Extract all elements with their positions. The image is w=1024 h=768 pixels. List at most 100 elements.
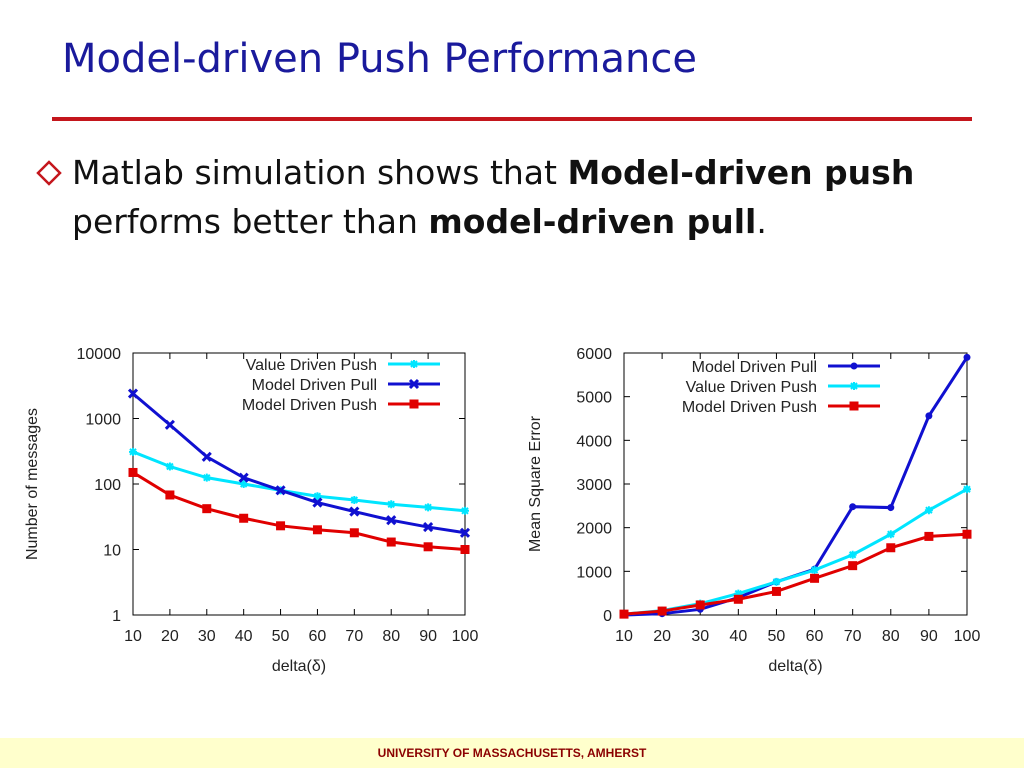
y-tick-label: 1000	[85, 412, 121, 429]
data-point	[461, 506, 469, 515]
y-tick-label: 6000	[576, 346, 612, 363]
legend-swatch-marker	[408, 378, 420, 390]
series-line	[132, 450, 466, 513]
series-model-driven-push	[128, 467, 470, 554]
y-tick-label: 2000	[576, 521, 612, 538]
y-tick-label: 0	[603, 608, 612, 625]
y-tick-label: 5000	[576, 390, 612, 407]
data-point	[276, 486, 285, 495]
data-point	[657, 606, 667, 616]
data-point	[313, 492, 322, 501]
data-point	[848, 561, 858, 571]
data-point	[165, 490, 175, 500]
data-point	[202, 504, 212, 514]
plot-frame	[132, 352, 466, 616]
data-point	[734, 594, 742, 602]
data-point	[733, 594, 743, 604]
footer-bar: UNIVERSITY OF MASSACHUSETTS, AMHERST	[0, 738, 1024, 768]
x-tick-label: 50	[272, 628, 290, 645]
data-point	[619, 609, 629, 619]
data-point	[312, 497, 323, 508]
data-point	[423, 542, 433, 552]
series-value-driven-push	[129, 447, 469, 515]
data-point	[848, 550, 857, 559]
data-point	[386, 515, 397, 526]
data-point	[734, 589, 743, 598]
data-point	[695, 600, 705, 610]
y-tick-label: 4000	[576, 433, 612, 450]
x-tick-label: 80	[382, 628, 400, 645]
x-tick-label: 100	[452, 628, 479, 645]
x-tick-label: 40	[729, 628, 747, 645]
data-point	[202, 473, 211, 482]
data-point	[239, 480, 248, 488]
legend-swatch-marker	[409, 399, 419, 409]
data-point	[312, 525, 322, 535]
data-point	[849, 503, 857, 511]
data-point	[423, 522, 434, 533]
series-line	[132, 392, 466, 535]
data-point	[963, 353, 971, 361]
data-point	[696, 599, 705, 608]
legend-swatch-marker	[410, 360, 418, 368]
legend-label: Model Driven Push	[242, 397, 377, 414]
data-point	[276, 521, 286, 531]
data-point	[886, 543, 896, 553]
data-point	[771, 586, 781, 596]
plot-frame	[623, 352, 968, 616]
series-line	[132, 471, 466, 551]
data-point	[201, 451, 212, 462]
y-tick-label: 10	[103, 543, 121, 560]
data-point	[925, 412, 933, 420]
x-tick-label: 90	[419, 628, 437, 645]
data-point	[459, 527, 471, 538]
data-point	[963, 485, 971, 494]
x-tick-label: 60	[806, 628, 824, 645]
diamond-bullet-icon	[36, 160, 62, 186]
x-tick-label: 40	[235, 628, 253, 645]
data-point	[658, 610, 666, 618]
y-tick-label: 1000	[576, 564, 612, 581]
data-point	[387, 500, 396, 509]
data-point	[886, 530, 895, 539]
data-point	[238, 472, 249, 483]
bullet-text-part: performs better than	[72, 202, 429, 241]
x-tick-label: 80	[882, 628, 900, 645]
slide-title: Model-driven Push Performance	[62, 36, 697, 82]
y-tick-label: 10000	[77, 346, 122, 363]
x-tick-label: 60	[309, 628, 327, 645]
y-tick-label: 1	[112, 608, 121, 625]
legend-label: Model Driven Pull	[252, 377, 377, 394]
data-point	[165, 462, 174, 471]
x-tick-label: 30	[198, 628, 216, 645]
bullet-text-part: Matlab simulation shows that	[72, 153, 568, 192]
data-point	[127, 388, 139, 399]
data-point	[128, 467, 138, 477]
series-model-driven-pull	[127, 388, 471, 538]
data-point	[275, 485, 286, 496]
x-tick-label: 100	[954, 628, 981, 645]
data-point	[962, 529, 972, 539]
legend-label: Model Driven Push	[682, 399, 817, 416]
x-tick-label: 20	[161, 628, 179, 645]
series-line	[623, 356, 969, 617]
y-tick-label: 3000	[576, 477, 612, 494]
series-line	[623, 487, 968, 616]
y-axis-label: Number of messages	[24, 408, 41, 560]
x-axis-label: delta(δ)	[768, 658, 822, 675]
data-point	[164, 419, 175, 430]
legend-swatch-marker	[849, 401, 859, 411]
legend-label: Value Driven Push	[686, 379, 817, 396]
x-axis-label: delta(δ)	[272, 658, 326, 675]
series-model-driven-push	[619, 529, 972, 619]
series-value-driven-push	[620, 485, 971, 619]
title-divider	[52, 117, 972, 121]
data-point	[887, 504, 895, 512]
x-tick-label: 90	[920, 628, 938, 645]
legend-swatch-marker	[850, 362, 858, 370]
data-point	[658, 606, 667, 615]
data-point	[386, 537, 396, 547]
footer-text: UNIVERSITY OF MASSACHUSETTS, AMHERST	[377, 746, 647, 760]
data-point	[349, 528, 359, 538]
